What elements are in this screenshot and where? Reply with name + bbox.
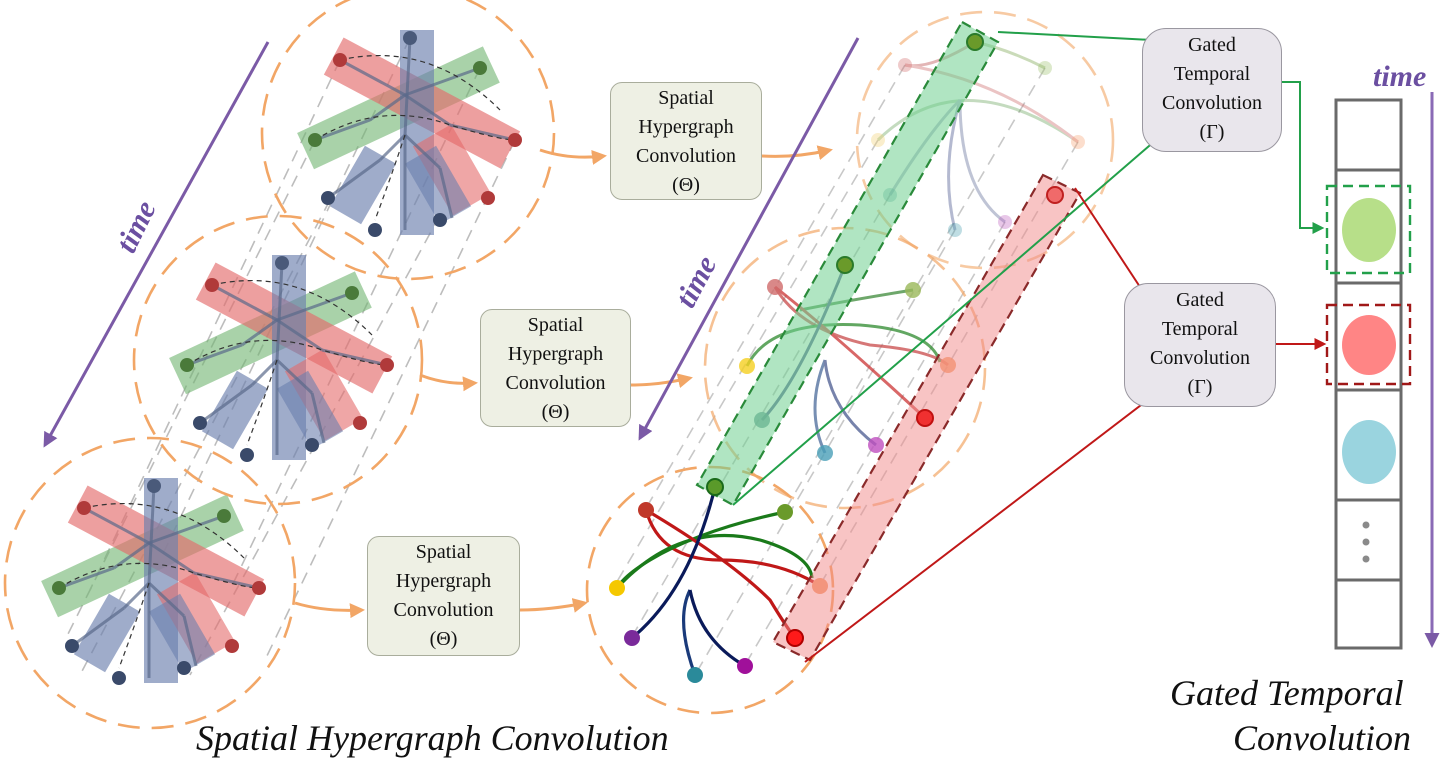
skeleton-frame-bottom [41, 478, 266, 685]
output-slot-green [1325, 184, 1412, 275]
caption-spatial: Spatial Hypergraph Convolution [196, 718, 669, 758]
gated-temporal-box-2: Gated Temporal Convolution (Γ) [1124, 283, 1276, 407]
output-slot-red [1325, 303, 1412, 386]
arrow-from-spatial-3 [519, 597, 588, 613]
caption-gated-line1: Gated Temporal [1170, 673, 1404, 713]
skeleton-frame-top [297, 30, 522, 237]
hypergraph-frame-bottom [615, 486, 821, 676]
caption-gated-line2: Convolution [1233, 718, 1411, 758]
time-label-right: time [1373, 60, 1427, 93]
skeleton-frame-middle [169, 255, 394, 462]
green-temporal-band [695, 20, 1000, 507]
output-node-green [1342, 198, 1396, 262]
arrow-from-spatial-2 [630, 373, 693, 389]
red-temporal-band [771, 173, 1082, 662]
arrow-to-spatial-1 [539, 148, 607, 165]
time-arrow-left [43, 41, 270, 448]
spatial-conv-box-3: Spatial Hypergraph Convolution (Θ) [367, 536, 520, 656]
output-column [1325, 98, 1412, 650]
gated-temporal-box-1: Gated Temporal Convolution (Γ) [1142, 28, 1282, 152]
left-frame-circles [3, 0, 556, 730]
output-node-cyan [1342, 420, 1396, 484]
arrow-to-spatial-2 [419, 373, 478, 392]
output-node-red [1342, 315, 1396, 375]
green-connectors [732, 31, 1325, 506]
spatial-conv-box-2: Spatial Hypergraph Convolution (Θ) [480, 309, 631, 427]
arrow-to-spatial-3 [294, 601, 365, 619]
time-arrow-middle [638, 37, 860, 441]
red-connectors [804, 187, 1327, 663]
spatial-conv-box-1: Spatial Hypergraph Convolution (Θ) [610, 82, 762, 200]
